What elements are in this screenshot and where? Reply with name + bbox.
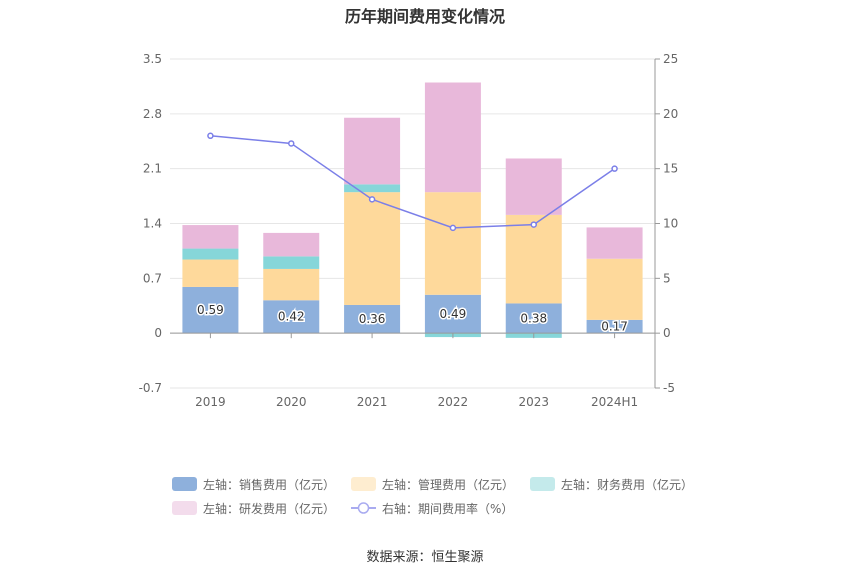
legend-label-finance: 左轴：财务费用（亿元） bbox=[561, 477, 694, 492]
legend-label-admin: 左轴：管理费用（亿元） bbox=[382, 477, 515, 492]
left-tick-label: 3.5 bbox=[143, 52, 162, 66]
x-tick-label: 2019 bbox=[195, 395, 226, 409]
bar-segment bbox=[344, 304, 401, 334]
x-tick-label: 2020 bbox=[276, 395, 307, 409]
bar-segment bbox=[263, 256, 320, 269]
bar-segment bbox=[182, 286, 239, 334]
bar-segment bbox=[263, 268, 320, 301]
x-tick-label: 2022 bbox=[438, 395, 469, 409]
bar-segment bbox=[586, 319, 643, 334]
rate-point bbox=[611, 165, 618, 172]
data-label: 0.38 bbox=[520, 311, 547, 325]
bar-segment bbox=[263, 300, 320, 334]
rate-point bbox=[449, 224, 457, 232]
left-tick-label: -0.7 bbox=[139, 381, 162, 395]
legend-swatch-finance bbox=[530, 477, 556, 491]
legend-label-rate: 右轴：期间费用率（%） bbox=[382, 501, 514, 516]
legend-label-sales: 左轴：销售费用（亿元） bbox=[203, 477, 336, 492]
right-axis-ticks: 25 20 15 10 5 0 -5 bbox=[654, 52, 678, 395]
chart-title: 历年期间费用变化情况 bbox=[344, 7, 505, 26]
bar-series bbox=[182, 82, 643, 338]
right-tick-label: 20 bbox=[663, 107, 678, 121]
rate-line bbox=[210, 135, 616, 229]
right-tick-label: 5 bbox=[663, 271, 671, 285]
legend-swatch-rnd bbox=[172, 501, 197, 515]
data-labels: 0.59 0.42 0.36 0.49 0.38 0.17 bbox=[196, 302, 630, 335]
legend-item-rnd[interactable]: 左轴：研发费用（亿元） bbox=[172, 500, 335, 517]
x-tick-label: 2021 bbox=[357, 395, 388, 409]
bar-segment bbox=[586, 258, 643, 320]
data-source: 数据来源：恒生聚源 bbox=[366, 550, 484, 565]
legend-swatch-rate bbox=[351, 502, 377, 514]
bar-segment bbox=[344, 117, 401, 185]
data-label: 0.59 bbox=[197, 303, 224, 317]
x-axis: 2019 2020 2021 2022 2023 2024H1 bbox=[170, 332, 655, 409]
rate-point bbox=[207, 132, 214, 140]
legend-swatch-admin bbox=[351, 477, 377, 491]
bar-segment bbox=[344, 184, 401, 193]
rate-point bbox=[530, 221, 537, 228]
bar-segment bbox=[182, 259, 239, 287]
bar-segment bbox=[586, 227, 643, 259]
bar-segment bbox=[505, 214, 562, 304]
bar-segment bbox=[424, 294, 481, 334]
x-tick-label: 2023 bbox=[518, 395, 549, 409]
right-tick-label: -5 bbox=[663, 381, 675, 395]
rate-point bbox=[288, 140, 295, 147]
left-tick-label: 0.7 bbox=[143, 271, 162, 285]
legend-swatch-sales bbox=[172, 477, 197, 491]
bar-segment bbox=[505, 158, 562, 215]
left-tick-label: 2.8 bbox=[143, 107, 162, 121]
grid-lines bbox=[170, 58, 655, 389]
data-label: 0.36 bbox=[359, 312, 386, 326]
right-tick-label: 25 bbox=[663, 52, 678, 66]
bar-segment bbox=[182, 225, 239, 249]
legend-item-rate[interactable]: 右轴：期间费用率（%） bbox=[351, 500, 513, 517]
bar-segment bbox=[344, 192, 401, 305]
bar-segment bbox=[424, 82, 481, 193]
bar-segment bbox=[263, 232, 320, 257]
left-tick-label: 0 bbox=[154, 326, 162, 340]
data-label: 0.17 bbox=[601, 320, 628, 334]
legend-item-admin[interactable]: 左轴：管理费用（亿元） bbox=[351, 476, 514, 493]
x-tick-label: 2024H1 bbox=[591, 395, 638, 409]
bar-segment bbox=[182, 248, 239, 260]
legend-label-rnd: 左轴：研发费用（亿元） bbox=[203, 501, 336, 516]
right-tick-label: 0 bbox=[663, 326, 671, 340]
data-label: 0.42 bbox=[278, 310, 305, 324]
right-tick-label: 15 bbox=[663, 162, 678, 176]
bar-segment bbox=[505, 303, 562, 334]
left-tick-label: 2.1 bbox=[143, 162, 162, 176]
legend: 左轴：销售费用（亿元） 左轴：管理费用（亿元） 左轴：财务费用（亿元） 左轴：研… bbox=[172, 472, 693, 520]
left-axis-ticks: 3.5 2.8 2.1 1.4 0.7 0 -0.7 bbox=[139, 52, 162, 395]
right-tick-label: 10 bbox=[663, 217, 678, 231]
data-label: 0.49 bbox=[440, 307, 467, 321]
rate-point bbox=[368, 196, 376, 203]
legend-item-finance[interactable]: 左轴：财务费用（亿元） bbox=[530, 476, 693, 493]
left-tick-label: 1.4 bbox=[143, 217, 162, 231]
legend-item-sales[interactable]: 左轴：销售费用（亿元） bbox=[172, 476, 335, 493]
bar-segment bbox=[424, 192, 481, 295]
line-series bbox=[207, 132, 618, 232]
